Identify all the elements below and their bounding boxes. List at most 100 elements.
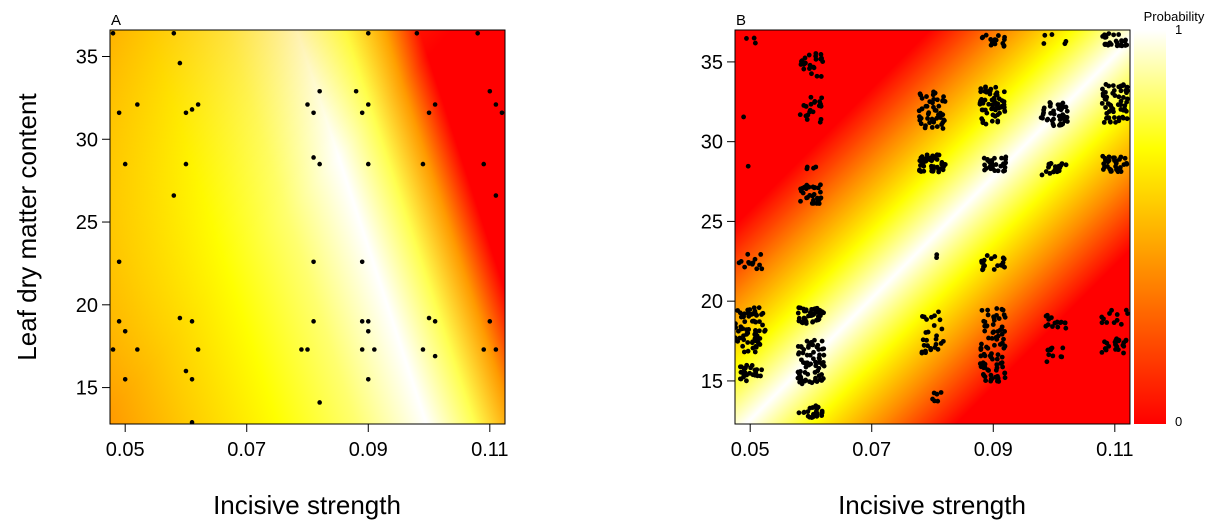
- data-point: [740, 343, 746, 349]
- data-point: [819, 338, 825, 344]
- data-point: [992, 342, 997, 348]
- data-point: [1001, 89, 1007, 95]
- data-point: [752, 319, 758, 324]
- data-point: [1002, 370, 1008, 376]
- panel-b-xtick-label: 0.11: [1096, 439, 1133, 461]
- data-point: [809, 71, 814, 77]
- panel-b-ytick-label: 30: [701, 132, 723, 154]
- data-point: [803, 321, 809, 326]
- data-point: [317, 400, 322, 405]
- data-point: [999, 354, 1005, 360]
- data-point: [1111, 88, 1117, 93]
- data-point: [1101, 120, 1107, 125]
- data-point: [1106, 115, 1112, 121]
- data-point: [110, 347, 116, 352]
- data-point: [806, 52, 812, 58]
- data-point: [980, 266, 986, 272]
- data-point: [752, 256, 758, 262]
- data-point: [745, 340, 751, 345]
- data-point: [1103, 34, 1109, 40]
- data-point: [1043, 323, 1049, 329]
- data-point: [359, 319, 365, 324]
- data-point: [814, 195, 820, 201]
- data-point: [481, 161, 487, 167]
- probability-legend: Probability 1 0: [1134, 9, 1205, 429]
- data-point: [365, 161, 371, 167]
- data-point: [1002, 168, 1008, 174]
- data-point: [925, 329, 931, 335]
- data-point: [1116, 338, 1121, 344]
- data-point: [799, 59, 804, 64]
- data-point: [1050, 121, 1056, 127]
- data-point: [940, 120, 946, 125]
- data-point: [1003, 160, 1009, 166]
- data-point: [1063, 325, 1069, 331]
- data-point: [1104, 320, 1110, 325]
- data-point: [1000, 364, 1006, 370]
- data-point: [1054, 319, 1060, 325]
- data-point: [1110, 83, 1116, 89]
- data-point: [752, 40, 758, 46]
- data-point: [933, 341, 939, 347]
- data-point: [1001, 336, 1006, 342]
- data-point: [426, 110, 432, 116]
- data-point: [802, 370, 808, 375]
- data-point: [1102, 339, 1107, 345]
- data-point: [1109, 105, 1115, 111]
- data-point: [741, 114, 747, 120]
- data-point: [934, 152, 940, 158]
- data-point: [1122, 155, 1128, 161]
- data-point: [990, 322, 996, 327]
- data-point: [993, 37, 999, 43]
- data-point: [937, 317, 943, 323]
- data-point: [938, 110, 943, 116]
- data-point: [934, 255, 939, 261]
- data-point: [1123, 37, 1128, 43]
- data-point: [801, 308, 807, 314]
- data-point: [195, 347, 201, 352]
- data-point: [994, 362, 1000, 368]
- panel-a-ytick-label: 30: [76, 129, 98, 151]
- data-point: [924, 103, 930, 109]
- data-point: [1120, 114, 1126, 120]
- data-point: [1112, 155, 1117, 161]
- data-point: [762, 327, 768, 333]
- data-point: [1116, 32, 1122, 37]
- data-point: [1048, 161, 1054, 166]
- data-point: [481, 347, 487, 352]
- data-point: [177, 60, 183, 66]
- data-point: [759, 367, 765, 373]
- data-point: [1042, 32, 1048, 38]
- data-point: [930, 100, 935, 106]
- data-point: [1051, 111, 1057, 117]
- data-point: [757, 328, 762, 334]
- data-point: [810, 319, 816, 325]
- data-point: [988, 162, 994, 168]
- data-point: [931, 119, 937, 125]
- data-point: [1000, 307, 1006, 313]
- data-point: [1047, 103, 1053, 109]
- panel-a-ytick-label: 35: [76, 46, 98, 68]
- data-point: [183, 368, 189, 374]
- data-point: [752, 308, 758, 314]
- panel-a-ytick-label: 25: [76, 212, 98, 234]
- data-point: [744, 378, 749, 384]
- data-point: [744, 36, 749, 41]
- data-point: [799, 357, 804, 363]
- data-point: [802, 55, 808, 61]
- data-point: [805, 345, 811, 350]
- data-point: [1121, 162, 1127, 167]
- data-point: [758, 373, 763, 379]
- data-point: [934, 157, 940, 162]
- data-point: [1003, 156, 1008, 162]
- data-point: [1001, 104, 1007, 110]
- data-point: [923, 350, 928, 356]
- data-point: [1057, 165, 1063, 170]
- data-point: [812, 100, 817, 105]
- data-point: [939, 165, 945, 171]
- data-point: [1112, 93, 1118, 98]
- data-point: [1064, 114, 1070, 120]
- data-point: [752, 367, 758, 373]
- data-point: [735, 321, 738, 327]
- data-point: [999, 155, 1004, 161]
